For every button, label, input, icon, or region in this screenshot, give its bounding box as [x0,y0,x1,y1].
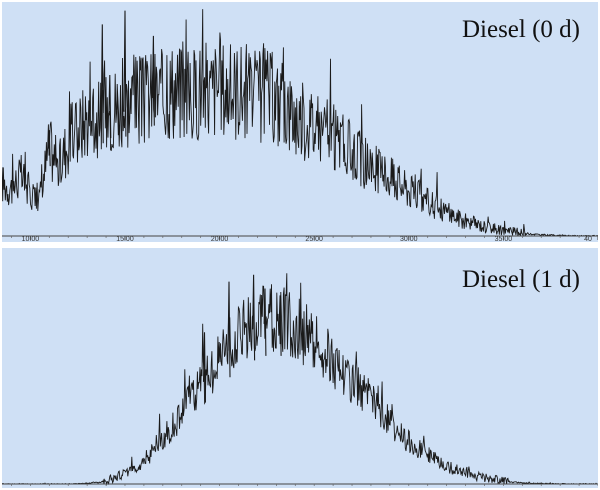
chromatogram-panel-top: 10.00 15.00 20.00 25.00 30.00 35.00 40 Diesel … [2,2,598,242]
chromatogram-trace [2,273,598,486]
x-axis-tick-label: 35.00 [495,236,513,242]
x-axis-tick-label: 30.00 [400,236,418,242]
chromatogram-trace [2,9,598,238]
peak [263,288,267,356]
x-axis-tick-label: 20.00 [211,236,229,242]
peak [108,74,112,139]
chromatogram-panel-bottom: Diesel (1 d) [2,248,598,488]
peak [123,10,127,137]
chromatogram-plot-top: 10.00 15.00 20.00 25.00 30.00 35.00 40 [2,9,598,242]
peak [227,281,231,378]
peak [202,332,206,403]
x-axis-tick-label: 40 [584,236,592,242]
peak [115,93,119,136]
x-axis-tick-label: 25.00 [305,236,323,242]
chromatogram-plot-bottom [2,273,598,486]
x-axis-tick-label: 15.00 [116,236,134,242]
peak [151,35,155,126]
peak [278,295,282,356]
chart-title-bottom: Diesel (1 d) [461,266,580,293]
x-axis-tick-label: 10.00 [22,236,40,242]
peak [170,70,174,122]
peak [47,130,51,167]
peak [100,24,104,144]
chart-title-top: Diesel (0 d) [461,16,580,43]
peak [252,274,256,361]
